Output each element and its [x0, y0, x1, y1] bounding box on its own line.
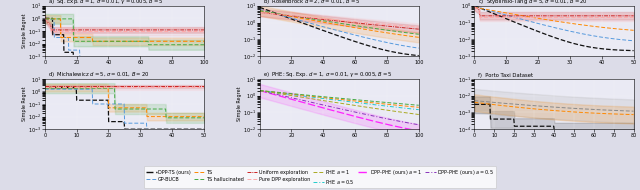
Text: b)  Rosenbrock $d=2$, $\sigma=0.01$, $B=5$: b) Rosenbrock $d=2$, $\sigma=0.01$, $B=5…	[263, 0, 360, 6]
Y-axis label: Simple Regret: Simple Regret	[237, 87, 242, 121]
Text: d)  Michalewicz $d=5$, $\sigma=0.01$, $B=20$: d) Michalewicz $d=5$, $\sigma=0.01$, $B=…	[48, 70, 150, 79]
Text: c)  Styblinski-Tang $d=5$, $\sigma=0.01$, $B=20$: c) Styblinski-Tang $d=5$, $\sigma=0.01$,…	[477, 0, 588, 6]
Text: a)  Sq. Exp. $d=1$, $\sigma=0.01$, $\gamma=0.005$, $B=5$: a) Sq. Exp. $d=1$, $\sigma=0.01$, $\gamm…	[48, 0, 164, 6]
Legend: DPP-TS (ours), GP-BUCB, TS, TS hallucinated, Uniform exploration, Pure DPP explo: DPP-TS (ours), GP-BUCB, TS, TS hallucina…	[144, 166, 496, 188]
Text: e)  PHE: Sq. Exp. $d=1$, $\sigma=0.01$, $\gamma=0.005$, $B=5$: e) PHE: Sq. Exp. $d=1$, $\sigma=0.01$, $…	[263, 70, 392, 79]
Y-axis label: Simple Regret: Simple Regret	[22, 14, 27, 48]
Y-axis label: Simple Regret: Simple Regret	[22, 87, 27, 121]
Text: f)  Porto Taxi Dataset: f) Porto Taxi Dataset	[477, 73, 532, 78]
